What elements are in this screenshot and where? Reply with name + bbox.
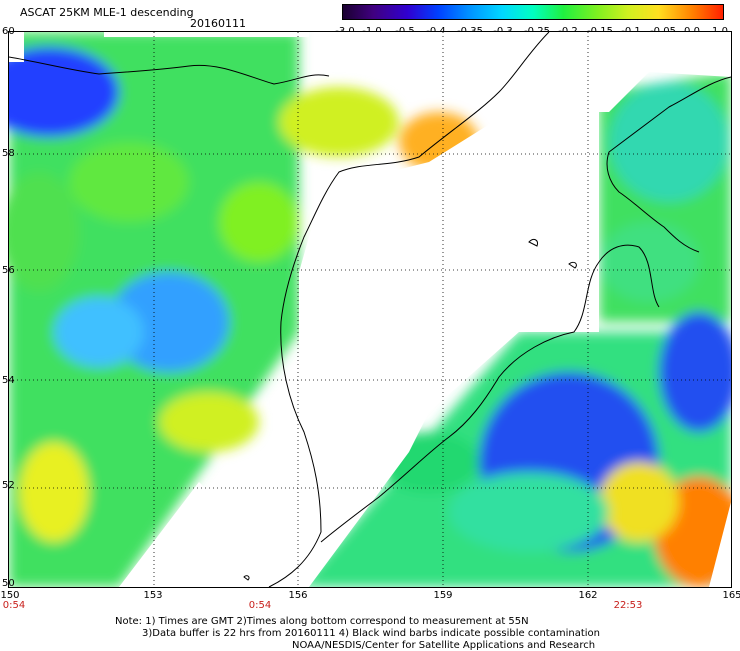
lon-label-150: 150 bbox=[0, 590, 20, 601]
time-label-3: 22:53 bbox=[613, 600, 643, 611]
lat-label-60: 60 bbox=[2, 26, 15, 37]
product-title: ASCAT 25KM MLE-1 descending bbox=[20, 6, 194, 19]
lon-label-159: 159 bbox=[433, 590, 453, 601]
lon-label-156: 156 bbox=[288, 590, 308, 601]
grid-lines bbox=[9, 32, 731, 587]
product-date: 20160111 bbox=[190, 17, 246, 30]
time-label-2: 0:54 bbox=[248, 600, 272, 611]
time-label-1: 0:54 bbox=[2, 600, 26, 611]
lat-label-54: 54 bbox=[2, 375, 15, 386]
lat-label-56: 56 bbox=[2, 265, 15, 276]
lon-label-153: 153 bbox=[143, 590, 163, 601]
lat-label-50: 50 bbox=[2, 578, 15, 589]
lat-label-52: 52 bbox=[2, 480, 15, 491]
lon-label-165: 165 bbox=[722, 590, 740, 601]
mle-map bbox=[8, 31, 732, 588]
note-line-3: NOAA/NESDIS/Center for Satellite Applica… bbox=[292, 640, 596, 651]
colorbar bbox=[342, 4, 724, 20]
data-gaps bbox=[9, 32, 731, 587]
lon-label-162: 162 bbox=[578, 590, 598, 601]
note-line-1: Note: 1) Times are GMT 2)Times along bot… bbox=[115, 616, 529, 627]
note-line-2: 3)Data buffer is 22 hrs from 20160111 4)… bbox=[142, 628, 600, 639]
coastline bbox=[9, 32, 731, 587]
lat-label-58: 58 bbox=[2, 148, 15, 159]
